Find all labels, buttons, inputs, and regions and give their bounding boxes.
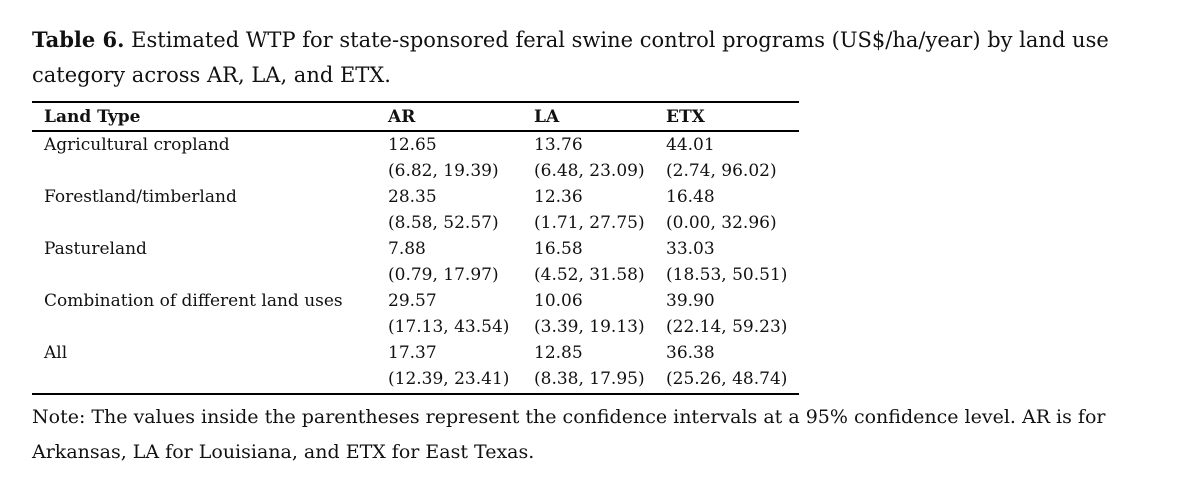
estimate: 33.03 [666,239,715,259]
estimate: 16.58 [534,239,583,259]
header-rule [32,130,799,132]
estimate: 17.37 [388,343,437,363]
estimate: 36.38 [666,343,715,363]
column-header: LA [534,107,560,127]
bottom-rule [32,393,799,395]
confidence-interval: (4.52, 31.58) [534,265,645,285]
table-caption: Table 6. Estimated WTP for state-sponsor… [32,22,1182,93]
estimate: 13.76 [534,135,583,155]
confidence-interval: (25.26, 48.74) [666,369,788,389]
confidence-interval: (18.53, 50.51) [666,265,788,285]
confidence-interval: (0.79, 17.97) [388,265,499,285]
confidence-interval: (2.74, 96.02) [666,161,777,181]
estimate: 7.88 [388,239,426,259]
confidence-interval: (3.39, 19.13) [534,317,645,337]
estimate: 12.65 [388,135,437,155]
estimate: 44.01 [666,135,715,155]
confidence-interval: (1.71, 27.75) [534,213,645,233]
column-header: AR [388,107,416,127]
column-header: Land Type [44,107,141,127]
row-label: Combination of different land uses [44,291,343,311]
confidence-interval: (8.38, 17.95) [534,369,645,389]
confidence-interval: (0.00, 32.96) [666,213,777,233]
confidence-interval: (12.39, 23.41) [388,369,510,389]
confidence-interval: (17.13, 43.54) [388,317,510,337]
column-header: ETX [666,107,705,127]
table-note: Note: The values inside the parentheses … [32,406,1106,463]
top-rule [32,101,799,103]
estimate: 12.85 [534,343,583,363]
confidence-interval: (8.58, 52.57) [388,213,499,233]
estimate: 12.36 [534,187,583,207]
estimate: 39.90 [666,291,715,311]
confidence-interval: (22.14, 59.23) [666,317,788,337]
row-label: All [44,343,68,363]
estimate: 10.06 [534,291,583,311]
estimate: 29.57 [388,291,437,311]
caption-label: Table 6. [32,27,125,52]
row-label: Pastureland [44,239,147,259]
caption-text: Estimated WTP for state-sponsored feral … [32,28,1109,87]
estimate: 28.35 [388,187,437,207]
row-label: Agricultural cropland [44,135,230,155]
confidence-interval: (6.48, 23.09) [534,161,645,181]
row-label: Forestland/timberland [44,187,237,207]
estimate: 16.48 [666,187,715,207]
confidence-interval: (6.82, 19.39) [388,161,499,181]
